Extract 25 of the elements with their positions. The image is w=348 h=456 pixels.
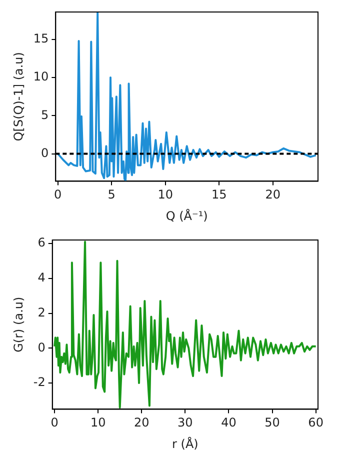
y-tick-label: 4 bbox=[38, 270, 46, 284]
y-axis-title: G(r) (a.u) bbox=[11, 296, 26, 352]
x-tick-label: 20 bbox=[265, 188, 280, 202]
y-tick-label: 10 bbox=[33, 70, 49, 84]
x-tick-label: 10 bbox=[158, 188, 173, 202]
x-tick-label: 15 bbox=[211, 188, 227, 202]
y-tick-label: 15 bbox=[33, 32, 49, 46]
x-tick-label: 5 bbox=[108, 188, 116, 202]
y-tick-label: 2 bbox=[38, 305, 46, 320]
x-axis-title: r (Å) bbox=[172, 436, 198, 451]
y-tick-label: 5 bbox=[41, 108, 49, 122]
x-tick-label: 10 bbox=[90, 416, 106, 430]
y-tick-label: -2 bbox=[33, 375, 46, 390]
x-tick-label: 0 bbox=[54, 188, 62, 202]
y-tick-label: 6 bbox=[38, 236, 46, 250]
x-tick-label: 60 bbox=[308, 416, 324, 430]
y-tick-label: 0 bbox=[38, 340, 46, 354]
y-tick-label: 0 bbox=[41, 146, 49, 160]
x-tick-label: 30 bbox=[178, 416, 193, 430]
x-tick-label: 50 bbox=[264, 416, 280, 430]
x-tick-label: 40 bbox=[221, 416, 236, 430]
x-tick-label: 20 bbox=[134, 416, 150, 430]
y-axis-title: Q[S(Q)-1] (a.u) bbox=[11, 52, 26, 142]
x-tick-label: 0 bbox=[50, 416, 58, 430]
x-axis-title: Q (Å⁻¹) bbox=[166, 208, 208, 223]
